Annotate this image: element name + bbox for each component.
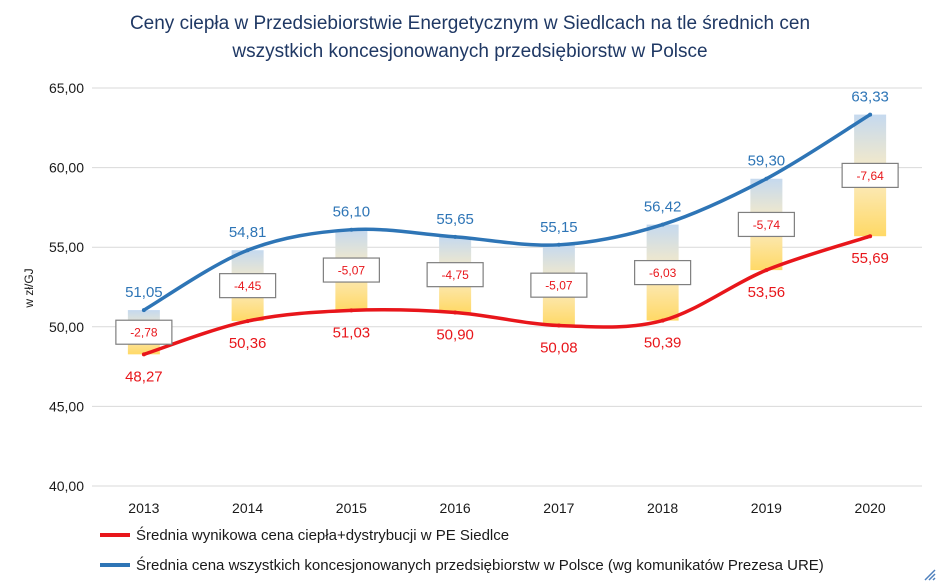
x-tick-label: 2013 bbox=[128, 500, 159, 516]
difference-label: -5,07 bbox=[338, 264, 366, 278]
y-axis-label: w zł/GJ bbox=[22, 268, 36, 308]
legend-label-siedlce: Średnia wynikowa cena ciepła+dystrybucji… bbox=[136, 526, 510, 544]
data-point-poland bbox=[556, 242, 561, 247]
difference-box bbox=[426, 262, 484, 288]
data-point-poland bbox=[660, 222, 665, 227]
difference-box bbox=[219, 273, 277, 299]
legend-item-poland: Średnia cena wszystkich koncesjonowanych… bbox=[100, 550, 824, 580]
difference-label: -4,75 bbox=[441, 268, 469, 282]
data-label-poland: 55,15 bbox=[540, 219, 578, 236]
difference-box bbox=[322, 257, 380, 283]
data-label-siedlce: 55,69 bbox=[851, 250, 889, 267]
data-label-poland: 56,10 bbox=[333, 204, 371, 221]
data-point-poland bbox=[764, 176, 769, 181]
data-point-poland bbox=[868, 112, 873, 117]
data-label-siedlce: 50,39 bbox=[644, 335, 682, 352]
difference-label: -4,45 bbox=[234, 279, 262, 293]
legend-swatch-siedlce bbox=[100, 533, 130, 537]
data-point-siedlce bbox=[349, 308, 354, 313]
chart-title: Ceny ciepła w Przedsiebiorstwie Energety… bbox=[40, 10, 900, 66]
data-label-siedlce: 48,27 bbox=[125, 368, 163, 385]
resize-corner-icon bbox=[924, 569, 936, 581]
y-tick-label: 50,00 bbox=[49, 319, 84, 335]
difference-label: -2,78 bbox=[130, 326, 158, 340]
data-point-siedlce bbox=[764, 268, 769, 273]
y-tick-label: 40,00 bbox=[49, 478, 84, 494]
data-point-poland bbox=[349, 227, 354, 232]
data-label-poland: 56,42 bbox=[644, 199, 682, 216]
data-point-siedlce bbox=[556, 323, 561, 328]
y-tick-label: 55,00 bbox=[49, 239, 84, 255]
legend-label-poland: Średnia cena wszystkich koncesjonowanych… bbox=[136, 556, 824, 574]
series-line-poland bbox=[143, 113, 872, 312]
y-tick-label: 60,00 bbox=[49, 160, 84, 176]
data-label-siedlce: 50,36 bbox=[229, 335, 267, 352]
difference-box bbox=[841, 162, 899, 189]
chart-title-line-2: wszystkich koncesjonowanych przedsiębior… bbox=[232, 41, 708, 62]
data-point-siedlce bbox=[141, 352, 146, 357]
x-tick-label: 2017 bbox=[543, 500, 574, 516]
data-label-siedlce: 50,90 bbox=[436, 326, 474, 343]
difference-box bbox=[115, 319, 173, 345]
y-tick-label: 65,00 bbox=[49, 80, 84, 96]
data-point-siedlce bbox=[453, 310, 458, 315]
x-tick-label: 2015 bbox=[336, 500, 367, 516]
difference-box bbox=[634, 259, 692, 286]
data-label-poland: 54,81 bbox=[229, 224, 267, 241]
data-point-poland bbox=[245, 248, 250, 253]
x-tick-label: 2019 bbox=[751, 500, 782, 516]
data-label-poland: 59,30 bbox=[748, 153, 786, 170]
difference-label: -5,07 bbox=[545, 279, 573, 293]
data-point-poland bbox=[141, 308, 146, 313]
difference-box bbox=[737, 211, 795, 238]
data-label-poland: 55,65 bbox=[436, 211, 474, 228]
data-point-siedlce bbox=[245, 319, 250, 324]
difference-label: -6,03 bbox=[649, 266, 677, 280]
difference-label: -7,64 bbox=[856, 169, 884, 183]
data-point-poland bbox=[453, 234, 458, 239]
legend: Średnia wynikowa cena ciepła+dystrybucji… bbox=[100, 520, 824, 580]
x-tick-label: 2014 bbox=[232, 500, 263, 516]
data-label-siedlce: 51,03 bbox=[333, 324, 371, 341]
x-tick-label: 2018 bbox=[647, 500, 678, 516]
x-tick-label: 2016 bbox=[440, 500, 471, 516]
data-label-poland: 63,33 bbox=[851, 89, 889, 106]
y-tick-label: 45,00 bbox=[49, 398, 84, 414]
legend-swatch-poland bbox=[100, 563, 130, 567]
chart-title-line-1: Ceny ciepła w Przedsiebiorstwie Energety… bbox=[129, 13, 811, 34]
data-label-poland: 51,05 bbox=[125, 284, 163, 301]
series-line-siedlce bbox=[143, 234, 871, 357]
data-label-siedlce: 53,56 bbox=[748, 284, 786, 301]
data-point-siedlce bbox=[868, 234, 873, 239]
difference-box bbox=[530, 272, 588, 298]
data-point-siedlce bbox=[660, 318, 665, 323]
legend-item-siedlce: Średnia wynikowa cena ciepła+dystrybucji… bbox=[100, 520, 824, 550]
x-tick-label: 2020 bbox=[855, 500, 886, 516]
data-label-siedlce: 50,08 bbox=[540, 340, 578, 357]
difference-label: -5,74 bbox=[753, 218, 781, 232]
